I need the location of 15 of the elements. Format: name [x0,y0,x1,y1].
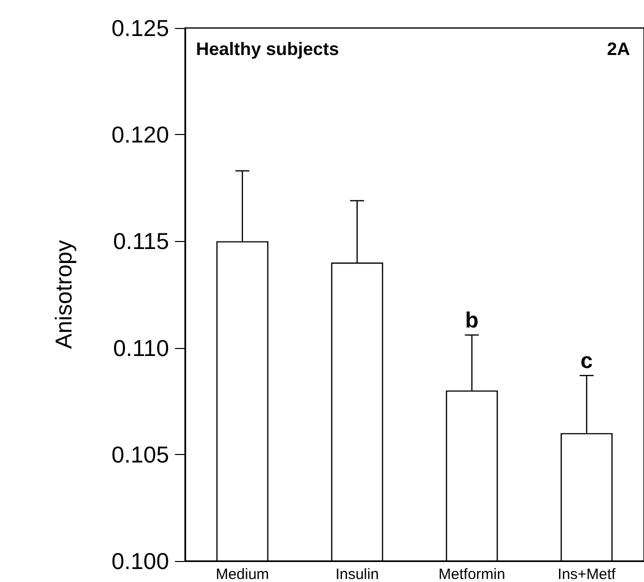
annotation: Healthy subjects [196,39,340,59]
annotation: b [465,308,479,333]
y-tick-label: 0.110 [113,334,169,361]
y-axis-title: Anisotropy [50,240,76,349]
x-tick-label: Ins+Metf [558,566,616,582]
annotation: 2A [606,39,630,59]
x-tick-label: Medium [216,566,270,582]
x-tick-label: Metformin [438,566,506,582]
x-tick-label: Insulin [335,566,379,582]
y-tick-label: 0.100 [111,548,169,574]
y-tick-label: 0.120 [111,122,169,148]
y-tick-label: 0.125 [111,15,169,41]
annotation: c [580,348,593,374]
y-tick-label: 0.115 [113,228,169,254]
y-tick-label: 0.105 [111,441,169,468]
